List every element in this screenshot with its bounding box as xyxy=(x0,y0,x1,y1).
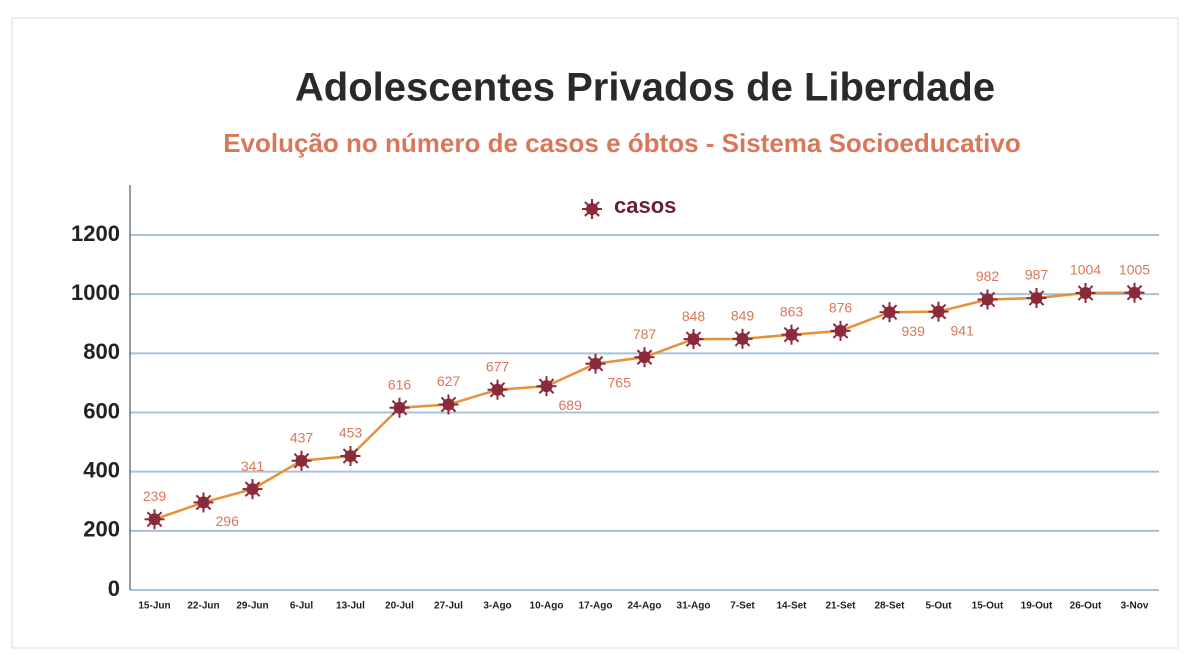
data-label: 863 xyxy=(780,303,804,319)
x-tick-label: 7-Set xyxy=(730,601,755,612)
x-tick-label: 10-Ago xyxy=(530,601,564,612)
data-label: 627 xyxy=(437,373,461,389)
x-tick-label: 26-Out xyxy=(1070,601,1102,612)
x-tick-label: 3-Ago xyxy=(483,601,511,612)
data-label: 849 xyxy=(731,308,755,324)
data-label: 1005 xyxy=(1119,261,1150,277)
data-label: 939 xyxy=(902,323,926,339)
y-tick-label: 600 xyxy=(83,398,120,423)
chart-title: Adolescentes Privados de Liberdade xyxy=(295,66,995,110)
x-tick-label: 17-Ago xyxy=(579,601,613,612)
data-point xyxy=(1026,288,1047,309)
x-tick-label: 31-Ago xyxy=(677,601,711,612)
data-label: 616 xyxy=(388,376,412,392)
data-label: 437 xyxy=(290,429,314,445)
data-label: 787 xyxy=(633,326,657,342)
data-point xyxy=(340,445,361,466)
x-tick-label: 13-Jul xyxy=(336,601,365,612)
data-point xyxy=(291,450,312,471)
y-tick-label: 1000 xyxy=(71,280,120,305)
legend-label: casos xyxy=(614,193,676,218)
data-point xyxy=(193,492,214,513)
data-point xyxy=(242,479,263,500)
x-tick-label: 6-Jul xyxy=(290,601,314,612)
data-point xyxy=(830,320,851,341)
data-label: 296 xyxy=(216,513,240,529)
chart-subtitle: Evolução no número de casos e óbtos - Si… xyxy=(223,128,1021,158)
data-point xyxy=(634,347,655,368)
y-tick-label: 0 xyxy=(108,576,120,601)
data-point xyxy=(781,324,802,345)
data-label: 341 xyxy=(241,458,265,474)
data-point xyxy=(585,353,606,374)
y-tick-label: 400 xyxy=(83,457,120,482)
data-label: 848 xyxy=(682,308,706,324)
data-point xyxy=(487,379,508,400)
legend-marker xyxy=(582,199,602,219)
data-label: 982 xyxy=(976,268,1000,284)
x-tick-label: 19-Out xyxy=(1021,601,1053,612)
data-point xyxy=(977,289,998,310)
x-tick-label: 21-Set xyxy=(825,601,856,612)
x-tick-label: 28-Set xyxy=(874,601,905,612)
data-point xyxy=(438,394,459,415)
data-label: 876 xyxy=(829,300,853,316)
data-label: 765 xyxy=(608,374,632,390)
data-point xyxy=(1124,282,1145,303)
y-tick-label: 1200 xyxy=(71,221,120,246)
data-label: 1004 xyxy=(1070,262,1101,278)
data-point xyxy=(1075,282,1096,303)
y-tick-label: 200 xyxy=(83,517,120,542)
data-point xyxy=(879,302,900,323)
data-label: 689 xyxy=(559,397,583,413)
data-label: 677 xyxy=(486,358,510,374)
data-point xyxy=(928,301,949,322)
data-point xyxy=(389,397,410,418)
data-point xyxy=(536,376,557,397)
x-tick-label: 14-Set xyxy=(776,601,807,612)
data-point xyxy=(683,329,704,350)
x-tick-label: 22-Jun xyxy=(187,601,219,612)
data-label: 453 xyxy=(339,425,363,441)
y-tick-label: 800 xyxy=(83,339,120,364)
data-point xyxy=(732,328,753,349)
data-label: 987 xyxy=(1025,267,1049,283)
x-tick-label: 29-Jun xyxy=(236,601,268,612)
x-tick-label: 27-Jul xyxy=(434,601,463,612)
x-tick-label: 15-Out xyxy=(972,601,1004,612)
x-tick-label: 5-Out xyxy=(925,601,952,612)
data-label: 941 xyxy=(951,322,975,338)
data-label: 239 xyxy=(143,488,167,504)
data-point xyxy=(144,509,165,530)
x-tick-label: 20-Jul xyxy=(385,601,414,612)
x-tick-label: 15-Jun xyxy=(138,601,170,612)
x-tick-label: 3-Nov xyxy=(1121,601,1149,612)
x-tick-label: 24-Ago xyxy=(628,601,662,612)
frame xyxy=(11,17,1179,649)
